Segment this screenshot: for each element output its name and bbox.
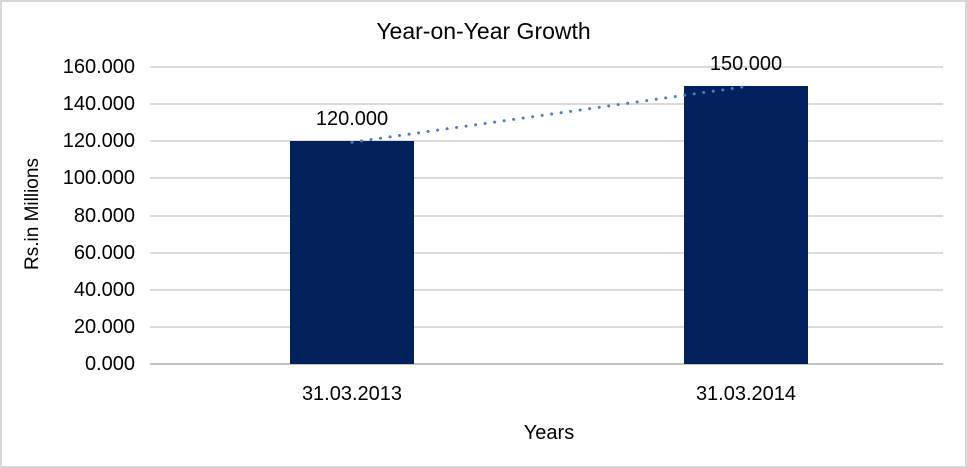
y-tick-label: 120.000 [62, 130, 135, 153]
x-axis-title: Years [523, 422, 575, 444]
x-tick-label: 31.03.2014 [695, 383, 797, 405]
gridline [150, 177, 943, 180]
y-tick-label: 100.000 [62, 167, 135, 190]
y-tick-label: 60.000 [73, 241, 135, 264]
gridline [150, 288, 943, 291]
gridline [150, 140, 943, 143]
y-tick-label: 140.000 [62, 93, 135, 116]
gridline [150, 214, 943, 217]
gridline [150, 66, 943, 68]
bar-data-label: 150.000 [709, 52, 783, 75]
y-tick-label: 160.000 [62, 56, 135, 78]
bar [684, 85, 808, 364]
gridline [150, 325, 943, 328]
x-axis-line [150, 363, 943, 365]
y-tick-label: 20.000 [73, 315, 135, 338]
bar [290, 141, 414, 364]
y-tick-label: 40.000 [73, 278, 135, 301]
gridline [150, 103, 943, 106]
bar-data-label: 120.000 [315, 108, 389, 131]
gridline [150, 251, 943, 254]
chart-title: Year-on-Year Growth [376, 18, 591, 44]
y-tick-label: 80.000 [73, 204, 135, 227]
x-tick-label: 31.03.2013 [301, 383, 403, 405]
y-tick-label: 0.000 [84, 353, 135, 375]
